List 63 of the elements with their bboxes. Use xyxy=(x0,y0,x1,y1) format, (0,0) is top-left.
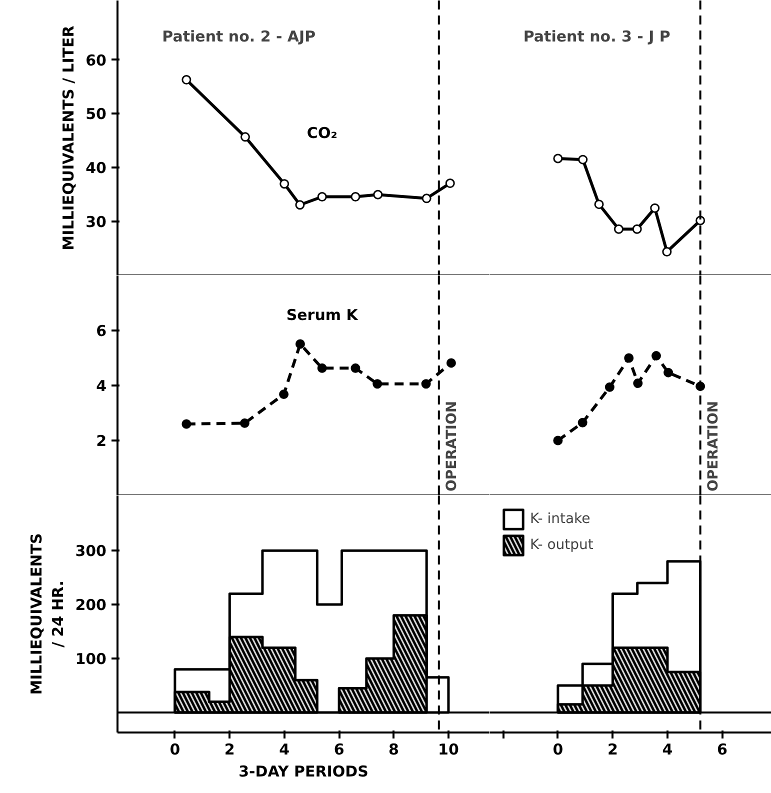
point xyxy=(553,154,563,164)
point xyxy=(240,418,250,428)
point xyxy=(664,368,674,378)
y-tick-label: 100 xyxy=(75,650,106,668)
point xyxy=(295,339,305,349)
y-tick-label: 60 xyxy=(86,51,106,70)
y-axis-title: MILLIEQUIVALENTS / LITER xyxy=(60,25,78,250)
point xyxy=(633,378,643,388)
point xyxy=(317,192,327,202)
point xyxy=(317,363,327,373)
point xyxy=(662,247,672,257)
x-tick-label: 6 xyxy=(334,740,344,758)
ref-line-label: OPERATION xyxy=(705,400,722,492)
x-tick-label: 6 xyxy=(717,740,728,758)
point xyxy=(422,194,432,204)
x-axis-title: 3-DAY PERIODS xyxy=(238,762,368,780)
y-tick-label: 2 xyxy=(96,432,106,450)
annotation: Patient no. 2 - AJP xyxy=(162,27,316,46)
point xyxy=(350,363,360,373)
point xyxy=(553,436,563,446)
series-label: Serum K xyxy=(286,306,360,324)
point xyxy=(279,390,289,400)
point xyxy=(578,154,588,164)
y-tick-label: 6 xyxy=(96,322,106,340)
point xyxy=(614,224,624,234)
y-axis-title: MILLIEQUIVALENTS / 24 HR. xyxy=(28,533,68,695)
x-tick-label: 8 xyxy=(388,740,399,758)
point xyxy=(280,179,290,189)
point xyxy=(421,379,431,389)
point xyxy=(350,192,360,202)
point xyxy=(182,75,192,85)
y-tick-label: 40 xyxy=(86,159,106,178)
point xyxy=(240,132,250,142)
ref-line-label: OPERATION xyxy=(444,400,460,492)
legend-label: K- output xyxy=(530,537,594,553)
x-tick-label: 2 xyxy=(224,740,235,758)
point xyxy=(650,203,660,213)
point xyxy=(373,190,383,200)
point xyxy=(624,353,634,363)
point xyxy=(446,358,456,368)
legend-label: K- intake xyxy=(530,511,590,527)
point xyxy=(594,200,604,210)
annotation: Patient no. 3 - J P xyxy=(523,27,670,46)
point xyxy=(578,418,588,428)
point xyxy=(604,382,614,392)
y-tick-label: 200 xyxy=(75,596,106,614)
y-tick-label: 300 xyxy=(75,542,106,560)
x-tick-label: 4 xyxy=(662,740,673,758)
x-tick-label: 0 xyxy=(552,740,564,758)
y-tick-label: 30 xyxy=(86,213,106,232)
point xyxy=(295,200,305,210)
point xyxy=(632,224,642,234)
y-tick-label: 50 xyxy=(86,105,106,124)
x-tick-label: 10 xyxy=(438,740,459,758)
x-tick-label: 2 xyxy=(607,740,618,758)
x-tick-label: 0 xyxy=(170,740,180,758)
point xyxy=(445,178,455,188)
y-tick-label: 4 xyxy=(96,377,106,395)
x-tick-label: 4 xyxy=(279,740,290,758)
point xyxy=(372,379,382,389)
point xyxy=(651,351,661,361)
text: CO₂ xyxy=(306,124,338,142)
point xyxy=(182,419,192,429)
